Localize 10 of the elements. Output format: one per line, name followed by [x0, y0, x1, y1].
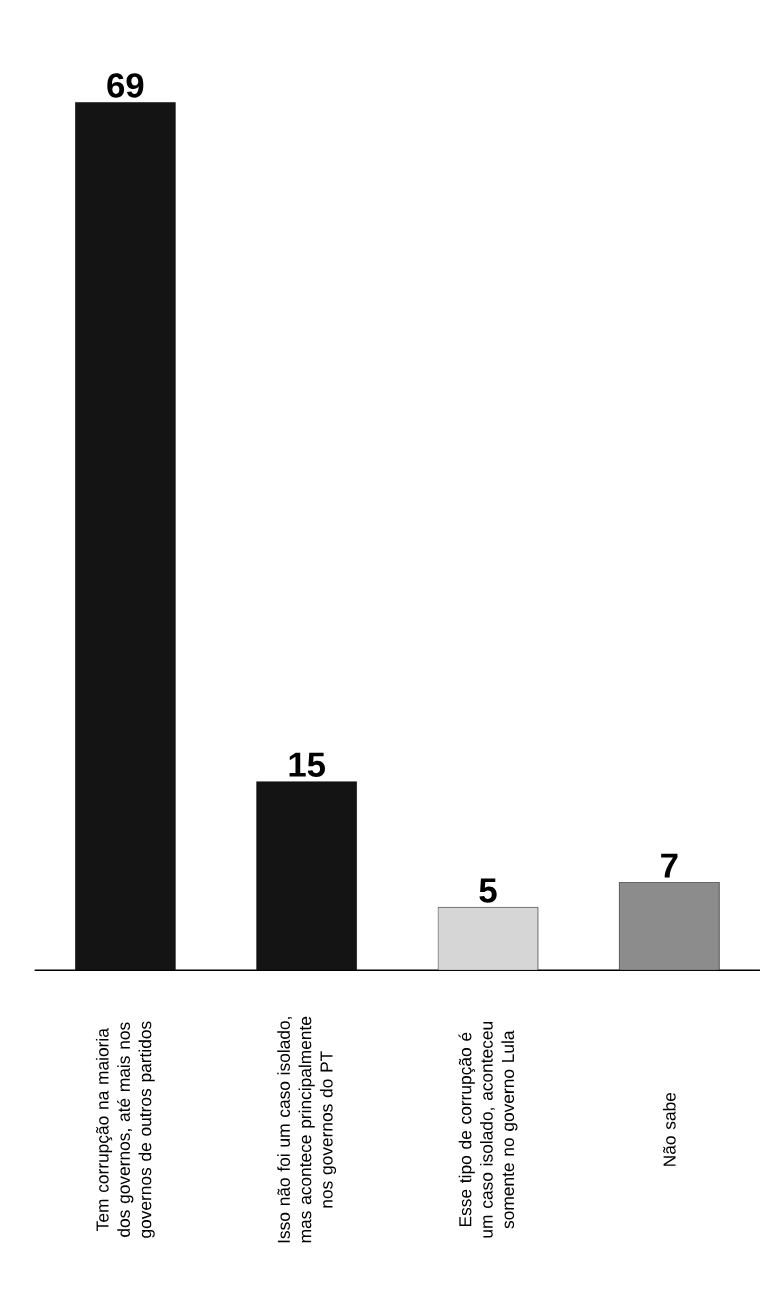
x-tick-label: Esse tipo de corrupção é um caso isolado, aconteceu somente no governo Lula — [458, 1022, 518, 1238]
x-tick-label: Não sabe — [662, 1092, 676, 1166]
data-label: 15 — [289, 752, 325, 777]
bar — [619, 882, 720, 971]
data-label: 5 — [479, 878, 497, 903]
x-tick-label: Tem corrupção na maioria dos governos, até mais nos governos de outros partidos — [95, 1021, 155, 1238]
bar — [75, 102, 176, 971]
data-label: 69 — [107, 73, 144, 98]
x-tick-label: Isso não foi um caso isolado, mas acontece principalmente nos governos do PT — [277, 1016, 337, 1243]
data-label: 7 — [661, 853, 678, 878]
